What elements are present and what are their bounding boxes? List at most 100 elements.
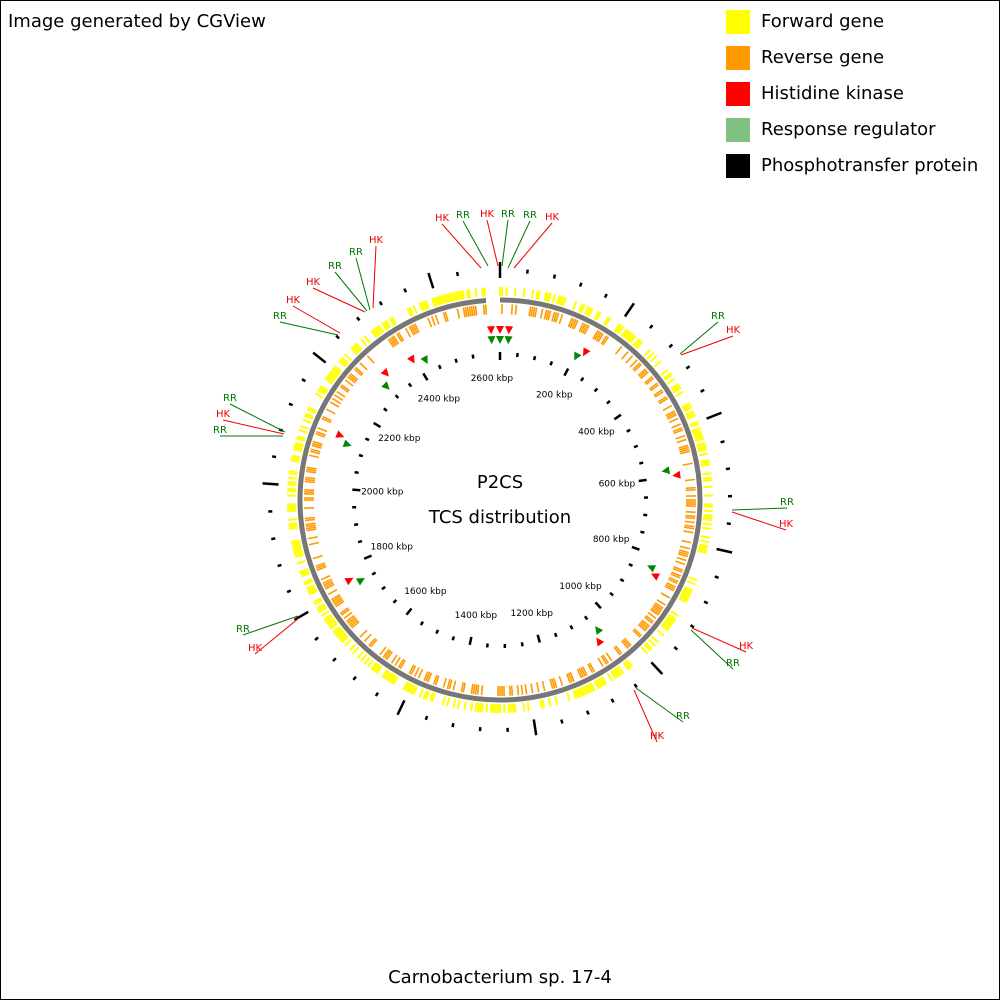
tcs-marker bbox=[344, 577, 354, 586]
reverse-gene bbox=[552, 312, 558, 323]
reverse-gene bbox=[653, 603, 663, 611]
tick-label: 1800 kbp bbox=[371, 542, 414, 552]
forward-gene bbox=[686, 414, 696, 420]
reverse-gene bbox=[685, 486, 696, 490]
inner-tick bbox=[639, 461, 644, 465]
forward-gene bbox=[675, 390, 684, 398]
tick-label: 1400 kbp bbox=[455, 611, 498, 621]
forward-gene bbox=[576, 688, 582, 698]
reverse-gene bbox=[305, 524, 316, 528]
forward-gene bbox=[300, 572, 310, 578]
tick-label: 2000 kbp bbox=[361, 487, 404, 497]
reverse-gene bbox=[569, 671, 575, 682]
feature-leader bbox=[679, 321, 719, 355]
forward-gene bbox=[478, 703, 482, 713]
forward-gene bbox=[441, 294, 447, 304]
reverse-gene bbox=[304, 488, 315, 492]
forward-gene bbox=[366, 659, 375, 668]
reverse-gene bbox=[366, 355, 375, 364]
inner-tick bbox=[553, 632, 558, 638]
forward-gene bbox=[663, 372, 672, 380]
forward-gene bbox=[302, 418, 312, 424]
forward-gene bbox=[435, 296, 440, 306]
reverse-gene bbox=[444, 311, 449, 322]
forward-gene bbox=[465, 289, 470, 299]
reverse-gene bbox=[640, 620, 649, 629]
inner-tick bbox=[626, 428, 631, 433]
forward-gene bbox=[381, 669, 388, 678]
legend-label: Phosphotransfer protein bbox=[761, 155, 978, 176]
feature-label: RR bbox=[676, 711, 690, 722]
feature-label: RR bbox=[501, 209, 515, 220]
inner-tick bbox=[583, 615, 589, 621]
reverse-gene bbox=[673, 565, 684, 571]
forward-gene bbox=[307, 406, 317, 413]
forward-gene bbox=[324, 377, 334, 385]
forward-gene bbox=[363, 656, 371, 665]
forward-gene bbox=[476, 702, 480, 712]
feature-label: HK bbox=[216, 409, 231, 420]
reverse-gene bbox=[410, 324, 417, 335]
reverse-gene bbox=[315, 562, 326, 568]
scale-tick bbox=[716, 547, 733, 554]
forward-gene bbox=[467, 289, 472, 299]
reverse-gene bbox=[650, 608, 660, 616]
forward-gene bbox=[308, 589, 318, 596]
scale-tick bbox=[648, 324, 654, 330]
reverse-gene bbox=[678, 549, 689, 554]
inner-tick bbox=[580, 376, 585, 382]
forward-gene bbox=[645, 642, 653, 650]
legend-swatch bbox=[726, 118, 750, 142]
scale-tick bbox=[374, 691, 380, 697]
credit: Image generated by CGView bbox=[8, 11, 266, 32]
forward-gene bbox=[318, 606, 328, 614]
reverse-gene bbox=[600, 655, 608, 665]
tcs-marker bbox=[595, 626, 604, 635]
reverse-gene bbox=[462, 682, 466, 693]
reverse-gene bbox=[672, 567, 683, 573]
feature-leader bbox=[680, 335, 734, 356]
forward-gene bbox=[696, 441, 706, 447]
forward-gene bbox=[574, 689, 580, 699]
feature-label: HK bbox=[779, 519, 794, 530]
forward-gene bbox=[483, 287, 487, 297]
reverse-gene bbox=[541, 680, 546, 692]
forward-gene bbox=[294, 441, 304, 447]
inner-tick bbox=[422, 372, 429, 381]
forward-gene bbox=[681, 591, 691, 598]
inner-tick bbox=[633, 444, 639, 449]
inner-tick bbox=[363, 554, 373, 560]
forward-gene bbox=[653, 360, 662, 368]
forward-gene bbox=[408, 684, 415, 694]
reverse-gene bbox=[384, 650, 392, 660]
inner-tick bbox=[451, 636, 456, 641]
feature-label: RR bbox=[223, 393, 237, 404]
reverse-gene bbox=[580, 323, 587, 333]
legend-swatch bbox=[726, 10, 750, 34]
forward-gene bbox=[332, 625, 341, 634]
forward-gene bbox=[617, 665, 625, 675]
forward-gene bbox=[295, 437, 305, 442]
feature-leader bbox=[507, 220, 531, 269]
reverse-gene bbox=[390, 336, 398, 346]
reverse-gene bbox=[324, 581, 334, 588]
tcs-marker bbox=[672, 470, 681, 479]
forward-gene bbox=[604, 317, 612, 327]
reverse-gene bbox=[535, 682, 540, 693]
forward-gene bbox=[323, 613, 332, 621]
forward-gene bbox=[627, 333, 635, 343]
feature-leader bbox=[222, 419, 285, 435]
reverse-gene bbox=[614, 645, 623, 655]
inner-tick bbox=[569, 624, 574, 630]
tcs-marker bbox=[647, 565, 657, 573]
inner-tick bbox=[352, 488, 361, 492]
inner-tick bbox=[373, 421, 382, 429]
forward-gene bbox=[406, 683, 413, 693]
forward-gene bbox=[316, 602, 325, 610]
forward-gene bbox=[383, 670, 390, 680]
forward-gene bbox=[650, 635, 659, 644]
forward-gene bbox=[412, 305, 418, 315]
forward-gene bbox=[593, 310, 600, 320]
forward-gene bbox=[703, 513, 713, 517]
